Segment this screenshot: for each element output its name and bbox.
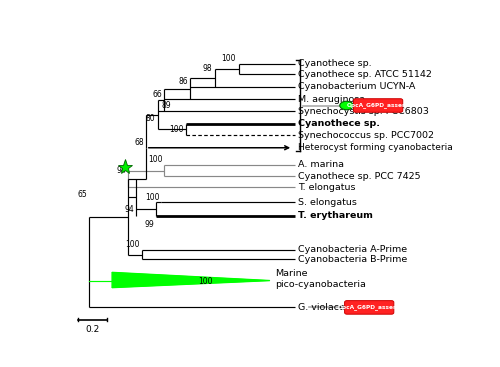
Text: Synechococcus sp. PCC7002: Synechococcus sp. PCC7002	[298, 131, 434, 139]
Text: S. elongatus: S. elongatus	[298, 198, 357, 207]
Text: 100: 100	[145, 193, 160, 202]
Text: 99: 99	[145, 220, 154, 229]
Text: A. marina: A. marina	[298, 160, 344, 170]
Text: OpcA_G6PD_assem: OpcA_G6PD_assem	[347, 102, 409, 108]
Text: 98: 98	[203, 65, 212, 73]
Text: 100: 100	[148, 155, 162, 164]
Text: Synechocystis sp. PCC6803: Synechocystis sp. PCC6803	[298, 106, 429, 116]
Text: 80: 80	[146, 114, 156, 123]
Text: 94: 94	[116, 166, 126, 175]
Text: 89: 89	[162, 101, 171, 110]
Text: Cyanothece sp.: Cyanothece sp.	[298, 59, 372, 68]
Text: T. elongatus: T. elongatus	[298, 183, 356, 192]
Ellipse shape	[340, 101, 353, 110]
Text: M. aeruginosa: M. aeruginosa	[298, 95, 365, 103]
FancyBboxPatch shape	[354, 99, 403, 112]
Text: OpcA_G6PD_assem: OpcA_G6PD_assem	[338, 305, 400, 310]
Text: 100: 100	[198, 277, 213, 286]
Text: Cyanothece sp. ATCC 51142: Cyanothece sp. ATCC 51142	[298, 70, 432, 79]
Text: 100: 100	[222, 54, 236, 63]
Text: 65: 65	[77, 190, 87, 200]
Text: 0.2: 0.2	[86, 325, 100, 334]
Text: Heterocyst forming cyanobacteria: Heterocyst forming cyanobacteria	[298, 143, 453, 152]
Text: Cyanobacteria B-Prime: Cyanobacteria B-Prime	[298, 255, 408, 264]
Text: 68: 68	[134, 138, 144, 147]
Text: T. erythareum: T. erythareum	[298, 211, 373, 220]
Text: 66: 66	[152, 90, 162, 99]
Text: Cyanobacterium UCYN-A: Cyanobacterium UCYN-A	[298, 83, 416, 91]
Text: 86: 86	[179, 77, 188, 87]
FancyBboxPatch shape	[344, 301, 394, 314]
Text: Marine
pico-cyanobacteria: Marine pico-cyanobacteria	[276, 269, 366, 289]
Text: G. violaceus: G. violaceus	[298, 303, 356, 312]
Text: Cyanobacteria A-Prime: Cyanobacteria A-Prime	[298, 245, 407, 254]
Polygon shape	[112, 272, 270, 288]
Text: Cyanothece sp.: Cyanothece sp.	[298, 119, 380, 128]
Text: 100: 100	[126, 240, 140, 249]
Text: Cyanothece sp. PCC 7425: Cyanothece sp. PCC 7425	[298, 172, 420, 181]
Text: 100: 100	[170, 125, 184, 134]
Text: 94: 94	[124, 206, 134, 214]
